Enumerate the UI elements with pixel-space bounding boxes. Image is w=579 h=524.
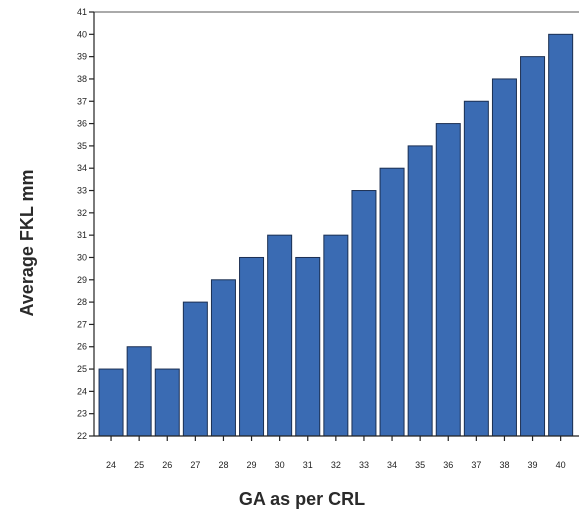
y-tick-label: 39 xyxy=(77,52,87,62)
bar xyxy=(379,167,405,437)
x-tick-label: 37 xyxy=(471,460,481,470)
y-tick-label: 23 xyxy=(77,409,87,419)
x-tick-label: 40 xyxy=(556,460,566,470)
bar xyxy=(463,100,489,437)
x-tick-label: 26 xyxy=(162,460,172,470)
y-tick-label: 36 xyxy=(77,119,87,129)
bar xyxy=(295,256,321,437)
x-tick-label: 35 xyxy=(415,460,425,470)
x-tick-label: 27 xyxy=(190,460,200,470)
y-tick-label: 37 xyxy=(77,96,87,106)
x-tick-label: 28 xyxy=(218,460,228,470)
y-tick-label: 26 xyxy=(77,342,87,352)
y-tick-label: 30 xyxy=(77,252,87,262)
x-axis-title: GA as per CRL xyxy=(239,489,365,509)
bar xyxy=(435,123,461,437)
bars xyxy=(98,33,574,437)
y-tick-label: 27 xyxy=(77,319,87,329)
y-axis: 22 23 24 25 26 27 28 29 30 31 32 33 34 35 36 37 38 39 40 41 xyxy=(77,7,95,441)
bar xyxy=(126,346,152,437)
y-tick-label: 32 xyxy=(77,208,87,218)
bar xyxy=(407,145,433,437)
bar xyxy=(154,368,180,437)
y-tick-label: 33 xyxy=(77,186,87,196)
bar xyxy=(182,301,208,437)
bar xyxy=(491,78,517,437)
bar xyxy=(520,56,546,437)
x-tick-label: 38 xyxy=(499,460,509,470)
y-tick-label: 29 xyxy=(77,275,87,285)
x-tick-label: 24 xyxy=(106,460,116,470)
x-tick-label: 34 xyxy=(387,460,397,470)
y-tick-label: 28 xyxy=(77,297,87,307)
bar xyxy=(351,190,377,437)
x-axis: 24 25 26 27 28 29 30 31 32 33 34 35 36 37 38 39 40 xyxy=(94,435,579,470)
y-tick-label: 31 xyxy=(77,230,87,240)
x-tick-label: 36 xyxy=(443,460,453,470)
x-tick-label: 32 xyxy=(331,460,341,470)
y-tick-label: 34 xyxy=(77,163,87,173)
y-tick-label: 25 xyxy=(77,364,87,374)
x-tick-label: 30 xyxy=(275,460,285,470)
bar xyxy=(323,234,349,437)
x-tick-label: 29 xyxy=(247,460,257,470)
y-tick-label: 24 xyxy=(77,386,87,396)
y-tick-label: 41 xyxy=(77,7,87,17)
y-tick-label: 38 xyxy=(77,74,87,84)
x-tick-label: 33 xyxy=(359,460,369,470)
y-tick-label: 35 xyxy=(77,141,87,151)
bar xyxy=(239,256,265,437)
y-axis-title: Average FKL mm xyxy=(17,169,37,316)
bar xyxy=(210,279,236,437)
bar xyxy=(98,368,124,437)
x-tick-label: 25 xyxy=(134,460,144,470)
y-tick-label: 22 xyxy=(77,431,87,441)
x-tick-label: 31 xyxy=(303,460,313,470)
bar xyxy=(548,33,574,437)
bar xyxy=(267,234,293,437)
x-tick-label: 39 xyxy=(528,460,538,470)
y-tick-label: 40 xyxy=(77,29,87,39)
